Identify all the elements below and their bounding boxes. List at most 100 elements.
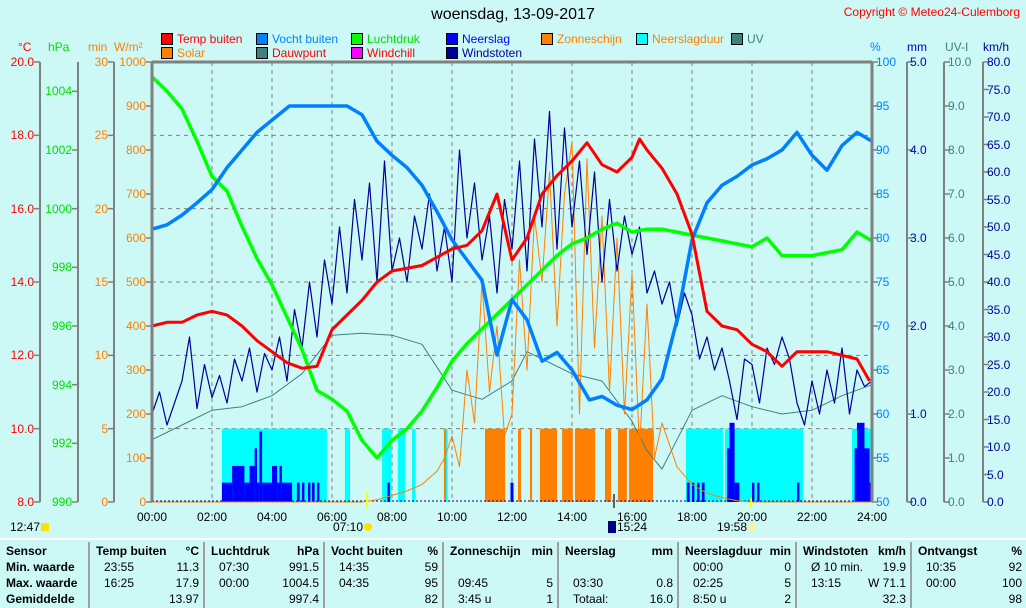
- table-row: 03:30 0.8: [565, 576, 673, 592]
- legend-item: UV: [731, 32, 764, 46]
- wind-tick-label: 70.0: [987, 110, 1011, 124]
- cell-time: 00:00: [926, 576, 957, 590]
- legend-swatch-icon: [161, 33, 173, 45]
- cell-value: 16.0: [649, 592, 673, 606]
- solar-unit-label: W/m²: [114, 40, 143, 54]
- zonneschijn-bar: [443, 428, 446, 502]
- table-row: 00:00 100: [918, 576, 1022, 592]
- legend-label: Temp buiten: [177, 32, 243, 46]
- header-unit: min: [769, 544, 791, 558]
- legend-item: Vocht buiten: [256, 32, 338, 46]
- temp-tick-label: 16.0: [10, 201, 34, 216]
- table-row: [565, 560, 673, 576]
- minutes-tick-label: 20: [94, 201, 108, 216]
- cell-time: Gemiddelde: [6, 592, 75, 606]
- neerslagduur-bar: [344, 428, 350, 502]
- uv-tick-label: 4.0: [948, 319, 965, 333]
- wind-tick-label: 15.0: [987, 412, 1011, 427]
- neerslag-bar: [686, 482, 690, 502]
- x-tick-label: 18:00: [677, 510, 708, 524]
- zonneschijn-bar: [629, 428, 653, 502]
- wind-tick-label: 25.0: [987, 357, 1011, 372]
- table-row: 07:30 991.5: [211, 560, 319, 576]
- cell-value: 19.9: [882, 560, 906, 574]
- table-column: Neerslagduur min 00:00 0 02:25 5 8:50 u 2: [677, 542, 795, 608]
- humidity-tick-label: 80: [876, 231, 890, 245]
- header-label: Vocht buiten: [331, 544, 403, 558]
- legend-label: Vocht buiten: [272, 32, 339, 46]
- minutes-tick-label: 0: [101, 495, 108, 509]
- sunrise-time: 07:10: [333, 520, 364, 534]
- solar-tick-label: 100: [125, 451, 146, 465]
- cell-value: 0.8: [656, 576, 673, 590]
- header-unit: hPa: [296, 544, 319, 558]
- uv-unit-label: UV-I: [945, 40, 969, 54]
- sunrise-marker: 07:10: [333, 520, 373, 534]
- table-row: 23:55 11.3: [96, 560, 199, 576]
- zonneschijn-bar: [605, 428, 611, 502]
- neerslag-bar: [257, 482, 260, 502]
- header-label: Temp buiten: [96, 544, 167, 558]
- table-row: 02:25 5: [685, 576, 791, 592]
- humidity-tick-label: 60: [876, 407, 890, 421]
- sunset-time: 19:58: [717, 520, 748, 534]
- cell-time: 00:00: [219, 576, 250, 590]
- header-unit: km/h: [877, 544, 906, 558]
- table-row: [450, 560, 553, 576]
- table-row: 00:00 1004.5: [211, 576, 319, 592]
- cell-value: 17.9: [175, 576, 199, 590]
- wind-unit-label: km/h: [983, 40, 1010, 54]
- minutes-tick-label: 10: [94, 348, 108, 363]
- x-tick-label: 22:00: [797, 510, 828, 524]
- cell-value: 1004.5: [282, 576, 319, 590]
- table-header: Temp buiten °C: [96, 544, 199, 560]
- legend-swatch-icon: [256, 33, 268, 45]
- cell-value: 95: [424, 576, 438, 590]
- wind-tick-label: 45.0: [987, 247, 1011, 262]
- minutes-tick-label: 5: [101, 421, 108, 436]
- legend-swatch-icon: [351, 47, 363, 59]
- copyright: Copyright © Meteo24-Culemborg: [843, 5, 1020, 19]
- neerslagduur-bar: [412, 428, 416, 502]
- humidity-tick-label: 55: [876, 451, 890, 465]
- legend-label: Solar: [177, 46, 206, 60]
- cell-value: 11.3: [176, 560, 199, 574]
- wind-tick-label: 55.0: [987, 192, 1011, 207]
- wind-tick-label: 60.0: [987, 165, 1011, 179]
- uv-tick-label: 2.0: [948, 407, 965, 421]
- solar-tick-label: 700: [125, 187, 146, 201]
- table-header: Ontvangst%: [918, 544, 1022, 560]
- pressure-tick-label: 1004: [45, 84, 72, 99]
- table-row: 09:45 5: [450, 576, 553, 592]
- wind-tick-label: 30.0: [987, 330, 1011, 344]
- wind-tick-label: 65.0: [987, 137, 1011, 152]
- cell-value: 98: [1008, 592, 1022, 606]
- table-row: 13.97: [96, 592, 199, 608]
- legend-item: Zonneschijn: [541, 32, 622, 46]
- x-tick-label: 14:00: [557, 510, 588, 524]
- humidity-tick-label: 85: [876, 187, 890, 201]
- uv-tick-label: 5.0: [948, 275, 965, 289]
- solar-tick-label: 0: [139, 495, 146, 509]
- cell-time: Min. waarde: [6, 560, 75, 574]
- solar-tick-label: 900: [125, 99, 146, 113]
- wind-tick-label: 35.0: [987, 302, 1011, 317]
- rain-unit-label: mm: [907, 40, 927, 54]
- cell-value: 59: [424, 560, 438, 574]
- neerslag-bar: [262, 482, 272, 502]
- solar-tick-label: 300: [125, 363, 146, 377]
- uv-tick-label: 9.0: [948, 99, 965, 113]
- wind-tick-label: 0.0: [987, 495, 1004, 509]
- neerslag-bar: [281, 482, 293, 502]
- table-row: 32.3: [803, 592, 906, 608]
- wind-tick-label: 5.0: [987, 467, 1004, 482]
- moon-icon: [41, 523, 50, 531]
- table-header: Luchtdruk hPa: [211, 544, 319, 560]
- rain-tick-label: 0.0: [910, 495, 927, 509]
- cell-time: 04:35: [339, 576, 370, 590]
- neerslag-bar: [317, 482, 320, 502]
- cell-value: 100: [1001, 576, 1022, 590]
- legend-swatch-icon: [446, 33, 458, 45]
- neerslag-bar: [727, 448, 730, 502]
- table-column: Windstoten km/h Ø 10 min. 19.9 13:15 W 71.1 32…: [795, 542, 910, 608]
